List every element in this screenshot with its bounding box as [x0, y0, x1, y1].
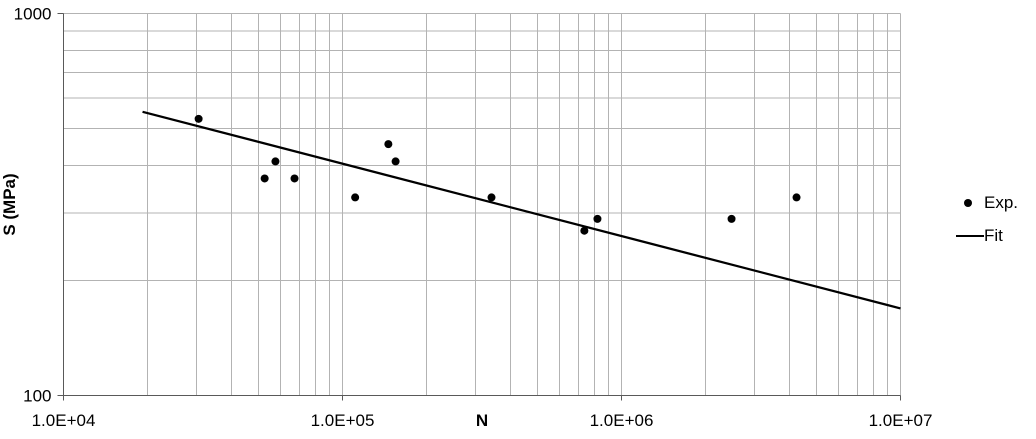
data-point — [593, 214, 602, 223]
data-point — [384, 140, 393, 149]
x-axis-title: N — [476, 411, 488, 430]
data-point — [580, 226, 589, 235]
x-tick-label: 1.0E+05 — [311, 411, 375, 430]
legend-item-fit: Fit — [956, 225, 1018, 246]
data-point — [391, 157, 400, 166]
data-point — [351, 193, 360, 202]
data-point — [727, 214, 736, 223]
legend-label-fit: Fit — [984, 225, 1003, 245]
chart-legend: Exp. Fit — [956, 192, 1018, 246]
x-tick-label: 1.0E+04 — [32, 411, 96, 430]
data-point — [194, 114, 203, 123]
y-tick-label: 1000 — [14, 5, 52, 24]
data-point — [487, 193, 496, 202]
scatter-marker-icon — [964, 198, 972, 207]
legend-item-exp: Exp. — [956, 192, 1018, 213]
fit-line — [142, 110, 901, 310]
line-marker-icon — [956, 234, 984, 237]
x-tick-label: 1.0E+07 — [869, 411, 933, 430]
data-point — [792, 193, 801, 202]
data-point — [290, 174, 299, 183]
x-tick-label: 1.0E+06 — [590, 411, 654, 430]
y-tick-label: 100 — [23, 387, 51, 406]
y-axis-title: S (MPa) — [0, 173, 19, 235]
data-point — [260, 174, 269, 183]
data-point — [271, 157, 280, 166]
legend-label-exp: Exp. — [984, 192, 1019, 212]
